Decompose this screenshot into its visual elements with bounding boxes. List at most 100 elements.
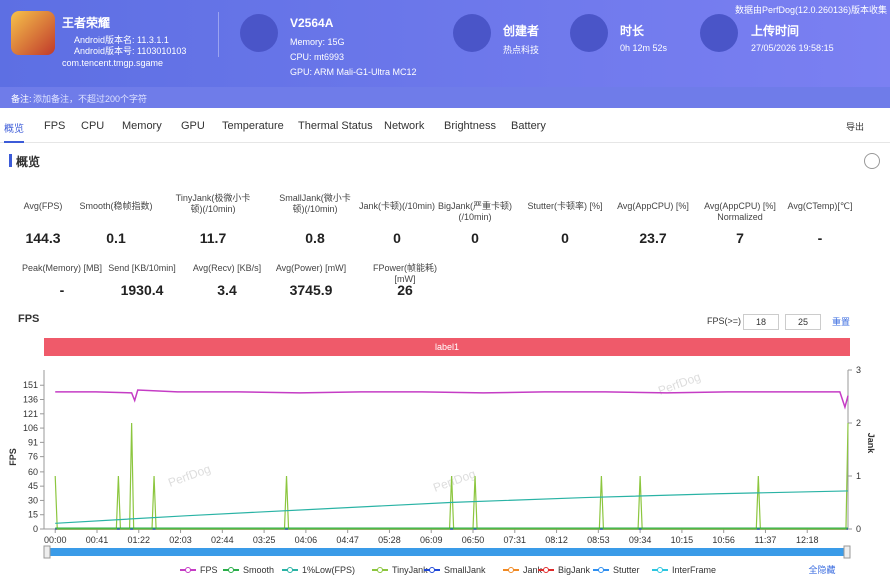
duration-label: 时长 bbox=[620, 24, 645, 38]
metric-label: Jank(卡顿)(/10min) bbox=[358, 201, 436, 211]
legend-dot bbox=[287, 567, 293, 573]
legend-label[interactable]: BigJank bbox=[558, 565, 591, 575]
fps-high-input[interactable]: 25 bbox=[785, 314, 821, 330]
chart-title: FPS bbox=[18, 313, 39, 325]
y2-tick-label: 0 bbox=[856, 524, 861, 534]
metric-value: 0.8 bbox=[305, 230, 325, 246]
x-tick-label: 05:28 bbox=[378, 535, 401, 545]
tab[interactable]: CPU bbox=[81, 120, 105, 132]
metric-label: Avg(Recv) [KB/s] bbox=[192, 263, 262, 273]
tab[interactable]: 概览 bbox=[4, 120, 24, 143]
x-tick-label: 07:31 bbox=[504, 535, 527, 545]
zoom-slider[interactable] bbox=[44, 548, 850, 556]
x-tick-label: 08:12 bbox=[545, 535, 568, 545]
slider-handle[interactable] bbox=[43, 545, 51, 559]
collected-by: 数据由PerfDog(12.0.260136)版本收集 bbox=[735, 5, 888, 15]
x-tick-label: 11:37 bbox=[755, 535, 777, 545]
y-tick-label: 106 bbox=[23, 423, 38, 433]
legend-label[interactable]: 1%Low(FPS) bbox=[302, 565, 355, 575]
tab[interactable]: Temperature bbox=[222, 120, 284, 132]
package: com.tencent.tmgp.sgame bbox=[62, 58, 164, 68]
metric-label: Avg(Power) [mW] bbox=[275, 263, 347, 273]
legend-dot bbox=[508, 567, 514, 573]
legend-label[interactable]: InterFrame bbox=[672, 565, 716, 575]
section-title: 概览 bbox=[16, 155, 41, 169]
x-tick-label: 02:03 bbox=[169, 535, 192, 545]
watermark: PerfDog bbox=[656, 370, 702, 398]
metric-value: 0.1 bbox=[106, 230, 126, 246]
metric-value: 3745.9 bbox=[289, 282, 333, 298]
creator-label: 创建者 bbox=[503, 24, 540, 38]
metric-value: - bbox=[59, 282, 65, 298]
metric-label: TinyJank(极微小卡顿)(/10min) bbox=[175, 193, 251, 214]
y-tick-label: 45 bbox=[28, 481, 38, 491]
device: V2564A bbox=[290, 16, 334, 30]
metric-label: Smooth(稳帧指数) bbox=[79, 201, 153, 211]
legend-dot bbox=[377, 567, 383, 573]
x-tick-label: 02:44 bbox=[211, 535, 234, 545]
tab[interactable]: Memory bbox=[122, 120, 162, 132]
tab[interactable]: Brightness bbox=[444, 120, 496, 132]
fps-low-input[interactable]: 18 bbox=[743, 314, 779, 330]
x-tick-label: 08:53 bbox=[587, 535, 610, 545]
metric-label: Avg(AppCPU) [%] Normalized bbox=[704, 201, 776, 222]
legend-label[interactable]: FPS bbox=[200, 565, 218, 575]
watermark: PerfDog bbox=[431, 467, 477, 495]
x-tick-label: 06:50 bbox=[462, 535, 485, 545]
series-line bbox=[54, 422, 849, 530]
y-tick-label: 60 bbox=[28, 467, 38, 477]
x-tick-label: 00:00 bbox=[44, 535, 67, 545]
y2-tick-label: 2 bbox=[856, 418, 861, 428]
upload-icon bbox=[700, 14, 738, 52]
x-tick-label: 12:18 bbox=[796, 535, 819, 545]
note-bar[interactable]: 备注: 添加备注，不超过200个字符 bbox=[0, 87, 890, 108]
x-tick-label: 09:34 bbox=[629, 535, 652, 545]
x-tick-label: 01:22 bbox=[128, 535, 151, 545]
legend-label[interactable]: SmallJank bbox=[444, 565, 486, 575]
tab[interactable]: GPU bbox=[181, 120, 205, 132]
tab[interactable]: Network bbox=[384, 120, 425, 132]
legend-label[interactable]: Smooth bbox=[243, 565, 274, 575]
y-tick-label: 121 bbox=[23, 409, 38, 419]
metric-label: Avg(AppCPU) [%] bbox=[617, 201, 689, 211]
tab[interactable]: Thermal Status bbox=[298, 120, 373, 132]
tab[interactable]: Battery bbox=[511, 120, 546, 132]
header: 王者荣耀 Android版本名: 11.3.1.1 Android版本号: 11… bbox=[0, 0, 890, 87]
collapse-button[interactable] bbox=[864, 153, 880, 169]
y-tick-label: 0 bbox=[33, 524, 38, 534]
metric-value: 3.4 bbox=[217, 282, 237, 298]
metric-value: 11.7 bbox=[199, 230, 227, 246]
cpu: CPU: mt6993 bbox=[290, 52, 345, 62]
note-input[interactable]: 添加备注，不超过200个字符 bbox=[33, 94, 148, 104]
upload-label: 上传时间 bbox=[751, 24, 800, 38]
watermark: PerfDog bbox=[166, 462, 212, 490]
metric-label: BigJank(严重卡顿)(/10min) bbox=[437, 201, 512, 222]
divider bbox=[218, 12, 219, 57]
legend-dot bbox=[429, 567, 435, 573]
legend-dot bbox=[185, 567, 191, 573]
x-tick-label: 10:15 bbox=[671, 535, 694, 545]
app-icon bbox=[11, 11, 55, 55]
metric-value: 0 bbox=[471, 230, 479, 246]
metric-label: Send [KB/10min] bbox=[108, 263, 176, 273]
legend-label[interactable]: TinyJank bbox=[392, 565, 428, 575]
metric-value: 1930.4 bbox=[120, 282, 164, 298]
tab[interactable]: FPS bbox=[44, 120, 66, 132]
x-tick-label: 03:25 bbox=[253, 535, 276, 545]
legend-label[interactable]: Jank bbox=[523, 565, 543, 575]
duration: 0h 12m 52s bbox=[620, 43, 668, 53]
y-tick-label: 91 bbox=[28, 437, 38, 447]
metric-label: SmallJank(微小卡顿)(/10min) bbox=[279, 193, 351, 214]
slider-handle[interactable] bbox=[843, 545, 851, 559]
x-tick-label: 10:56 bbox=[712, 535, 735, 545]
section-marker bbox=[9, 154, 12, 167]
hide-all[interactable]: 全隐藏 bbox=[808, 564, 835, 575]
creator: 热点科技 bbox=[503, 45, 540, 55]
upload-time: 27/05/2026 19:58:15 bbox=[751, 43, 834, 53]
y-tick-label: 76 bbox=[28, 452, 38, 462]
reset[interactable]: 重置 bbox=[832, 317, 851, 327]
legend-label[interactable]: Stutter bbox=[613, 565, 640, 575]
metric-value: 0 bbox=[393, 230, 401, 246]
export[interactable]: 导出 bbox=[845, 122, 864, 132]
